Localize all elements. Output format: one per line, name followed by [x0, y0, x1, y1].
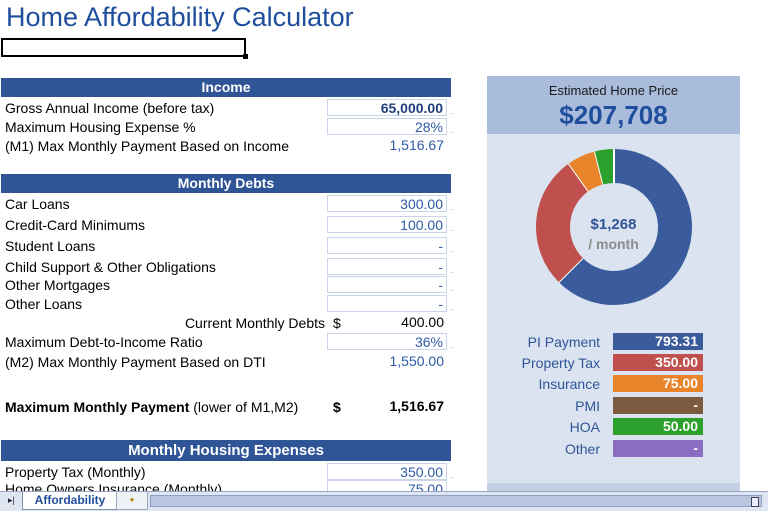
monthly-debts-header: Monthly Debts [1, 174, 451, 193]
selected-cell[interactable] [1, 38, 246, 57]
max-housing-label: Maximum Housing Expense % [5, 119, 196, 135]
debt-label: Other Mortgages [5, 277, 111, 293]
gross-income-input[interactable]: 65,000.00 [327, 99, 447, 116]
current-debts-label: Current Monthly Debts [184, 315, 325, 331]
legend-value: 50.00 [613, 418, 703, 435]
gross-income-label: Gross Annual Income (before tax) [5, 100, 215, 116]
legend-label: Other [564, 441, 600, 457]
debt-label: Credit-Card Minimums [5, 217, 146, 233]
legend-label: PMI [575, 398, 600, 414]
gross-income-row: Gross Annual Income (before tax) 65,000.… [5, 99, 454, 116]
legend-row: Other - [487, 440, 740, 459]
estimated-price-box: Estimated Home Price $207,708 [487, 76, 740, 134]
sheet-nav-icon[interactable]: ▸| [8, 495, 15, 505]
legend-row: Insurance 75.00 [487, 375, 740, 394]
debt-label: Child Support & Other Obligations [5, 259, 216, 275]
debt-label: Other Loans [5, 296, 83, 312]
donut-slice [558, 149, 692, 305]
scroll-thumb[interactable] [751, 497, 759, 507]
debt-input[interactable]: - [327, 258, 447, 275]
debt-input[interactable]: 300.00 [327, 195, 447, 212]
legend-value: - [613, 397, 703, 414]
max-payment-value: 1,516.67 [389, 398, 445, 414]
sheet-tab-bar: ▸| Affordability ✦ [0, 491, 768, 511]
debt-row: Credit-Card Minimums 100.00 . [5, 216, 454, 233]
debt-label: Car Loans [5, 196, 70, 212]
sheet-tab-affordability[interactable]: Affordability [22, 492, 118, 510]
max-housing-input[interactable]: 28% [327, 118, 447, 135]
m2-value: 1,550.00 [389, 353, 445, 369]
summary-panel: Estimated Home Price $207,708 $1,268 / m… [487, 76, 740, 506]
current-debts-row: Current Monthly Debts $ 400.00 [0, 314, 460, 333]
legend-label: PI Payment [527, 334, 600, 350]
legend-value: 793.31 [613, 333, 703, 350]
m1-row: (M1) Max Monthly Payment Based on Income… [0, 137, 460, 156]
m1-value: 1,516.67 [389, 137, 445, 153]
max-payment-row: Maximum Monthly Payment (lower of M1,M2)… [0, 398, 460, 417]
debt-label: Student Loans [5, 238, 96, 254]
insert-sheet-icon[interactable]: ✦ [116, 492, 148, 510]
dti-label: Maximum Debt-to-Income Ratio [5, 334, 203, 350]
estimated-price-value: $207,708 [559, 100, 668, 130]
housing-expenses-header: Monthly Housing Expenses [1, 440, 451, 461]
legend-row: PI Payment 793.31 [487, 333, 740, 352]
legend-label: Property Tax [521, 355, 600, 371]
donut-slice [536, 163, 590, 282]
debt-row: Child Support & Other Obligations - . [5, 258, 454, 275]
legend-value: - [613, 440, 703, 457]
housing-row: Property Tax (Monthly) 350.00 . [5, 463, 454, 480]
income-header: Income [1, 78, 451, 97]
max-payment-note: (lower of M1,M2) [189, 399, 299, 415]
debt-input[interactable]: 100.00 [327, 216, 447, 233]
debt-input[interactable]: - [327, 295, 447, 312]
m1-label: (M1) Max Monthly Payment Based on Income [5, 138, 290, 154]
legend-value: 350.00 [613, 354, 703, 371]
m2-row: (M2) Max Monthly Payment Based on DTI 1,… [0, 353, 460, 372]
housing-label: Property Tax (Monthly) [5, 464, 146, 480]
donut-slice [594, 149, 615, 185]
legend-row: HOA 50.00 [487, 418, 740, 437]
max-payment-label: Maximum Monthly Payment [5, 399, 190, 415]
legend-row: PMI - [487, 397, 740, 416]
dti-input[interactable]: 36% [327, 333, 447, 350]
debt-input[interactable]: - [327, 276, 447, 293]
debt-row: Car Loans 300.00 . [5, 195, 454, 212]
legend-value: 75.00 [613, 375, 703, 392]
m2-label: (M2) Max Monthly Payment Based on DTI [5, 354, 266, 370]
housing-input[interactable]: 350.00 [327, 463, 447, 480]
monthly-total: $1,268 [590, 216, 637, 233]
debt-row: Other Mortgages - . [5, 276, 454, 293]
donut-slice [568, 151, 604, 192]
debt-row: Student Loans - . [5, 237, 454, 254]
legend-label: Insurance [538, 376, 600, 392]
dti-row: Maximum Debt-to-Income Ratio 36% . [5, 333, 454, 350]
currency-symbol: $ [333, 315, 341, 331]
monthly-total-unit: / month [588, 236, 639, 252]
page-title: Home Affordability Calculator [6, 2, 354, 32]
fill-handle[interactable] [243, 54, 248, 59]
debt-row: Other Loans - . [5, 295, 454, 312]
legend-row: Property Tax 350.00 [487, 354, 740, 373]
debt-input[interactable]: - [327, 237, 447, 254]
max-housing-row: Maximum Housing Expense % 28% . [5, 118, 454, 135]
payment-donut-chart [536, 149, 692, 305]
current-debts-value: 400.00 [401, 314, 444, 330]
horizontal-scrollbar[interactable] [150, 495, 762, 507]
legend-label: HOA [569, 419, 600, 435]
donut-hole [571, 184, 657, 270]
estimated-price-label: Estimated Home Price [548, 83, 679, 98]
currency-symbol: $ [333, 399, 341, 415]
